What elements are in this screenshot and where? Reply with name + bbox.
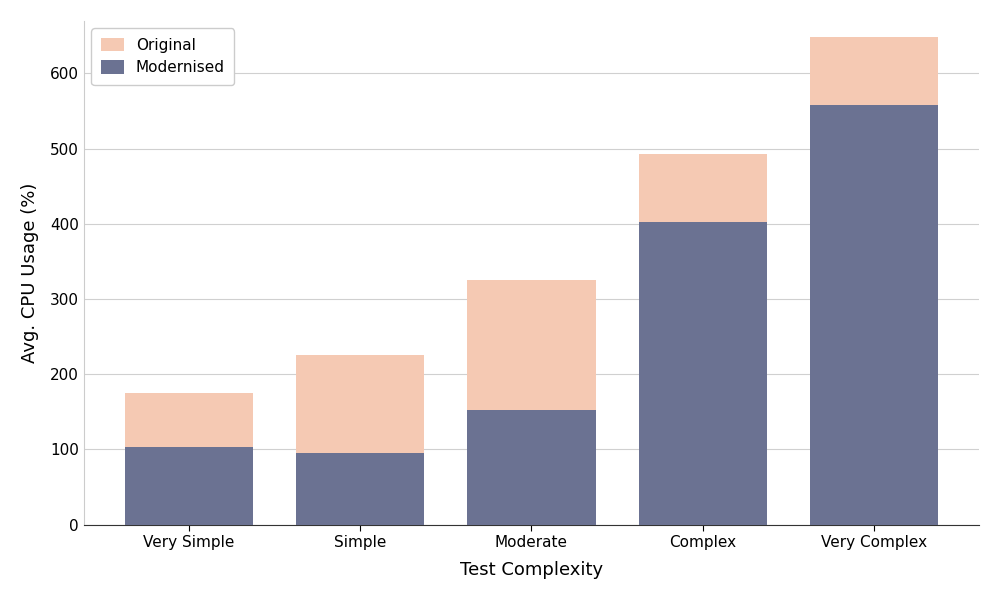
Bar [639,154,767,524]
Bar [125,393,253,524]
Y-axis label: Avg. CPU Usage (%): Avg. CPU Usage (%) [21,182,39,363]
Bar [296,453,424,524]
Bar [810,37,938,524]
Bar [810,105,938,524]
Bar [639,221,767,524]
X-axis label: Test Complexity: Test Complexity [460,561,603,579]
Bar [125,447,253,524]
Bar [467,410,596,524]
Bar [467,280,596,524]
Legend: Original, Modernised: Original, Modernised [91,28,234,85]
Bar [296,355,424,524]
